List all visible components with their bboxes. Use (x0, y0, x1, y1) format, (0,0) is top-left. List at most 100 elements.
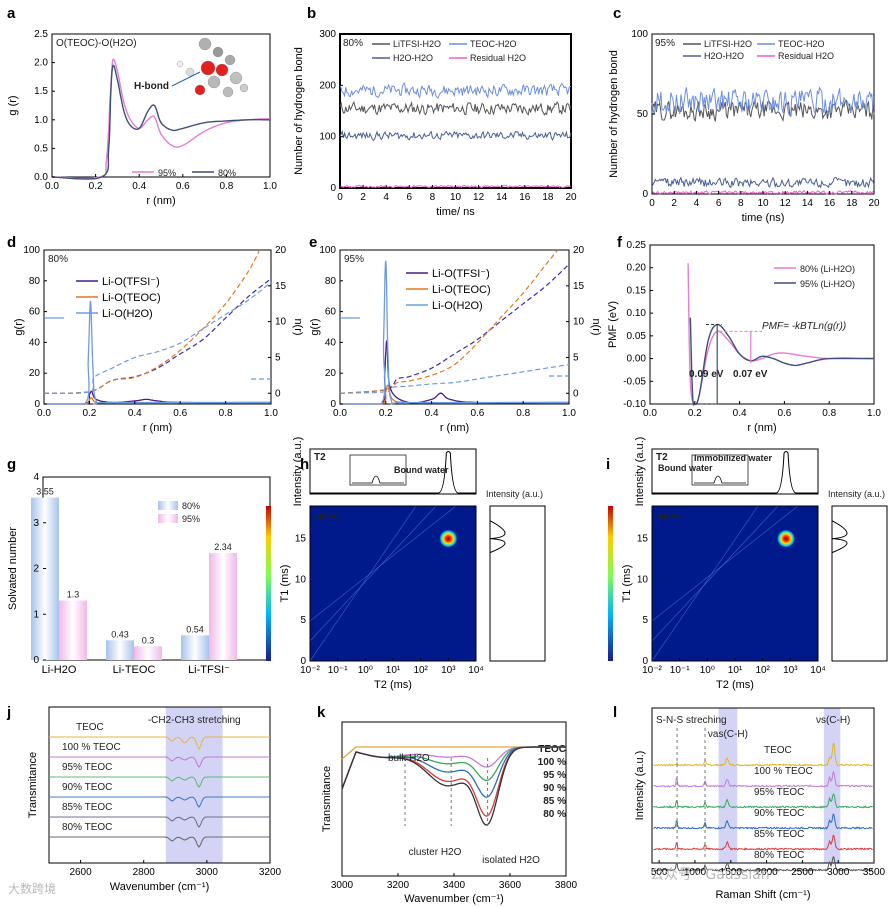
panel-c-xtick-label: 4 (694, 198, 700, 209)
panel-c-title: 95% (655, 38, 675, 49)
panel-c-series-line (651, 176, 875, 189)
panel-i-side-frame (831, 505, 888, 662)
panel-e-xtick-label: 0.2 (379, 408, 393, 419)
panel-c-ytick-label: 50 (637, 109, 649, 120)
panel-d-xtick-label: 0.0 (37, 408, 51, 419)
panel-h-ytick-label: 15 (295, 534, 307, 545)
panel-e-cumulative-line (339, 263, 570, 394)
panel-b-xtick-label: 14 (496, 192, 508, 203)
panel-e-xtick-label: 1.0 (562, 408, 576, 419)
molecule-atom (185, 67, 195, 77)
panel-h-heatmap-bg (310, 506, 476, 661)
panel-l-xtick-label: 1500 (720, 867, 743, 878)
panel-j-series-label: 85% TEOC (62, 802, 112, 813)
panel-h-top-label: T2 (314, 452, 326, 463)
panel-e-cumulative-line (339, 249, 558, 394)
panel-k-xtick-label: 3600 (499, 880, 522, 891)
panel-d-ytick-label: 40 (29, 337, 41, 348)
panel-g-bar-label: 0.3 (142, 635, 155, 645)
panel-l-series-line (653, 742, 873, 767)
panel-b-xtick-label: 16 (519, 192, 531, 203)
panel-a-frame (51, 33, 271, 178)
panel-i-top-frame (651, 448, 819, 495)
panel-a-xtick-label: 0.2 (89, 181, 103, 192)
panel-e-legend-label: Li-O(H2O) (432, 300, 483, 312)
panel-e-y2tick-label: 0 (573, 388, 579, 399)
panel-d-series-line (44, 300, 271, 405)
panel-h-diagonal (309, 505, 417, 662)
panel-b-xtick-label: 20 (565, 192, 577, 203)
panel-c-legend-label: H2O-H2O (704, 51, 744, 61)
panel-f-ytick-label: -0.05 (623, 376, 646, 387)
panel-a-xtick-label: 0.4 (132, 181, 146, 192)
panel-e-xtick-label: 0.8 (516, 408, 530, 419)
panel-c-xtick-label: 16 (824, 198, 836, 209)
panel-k-series-line (341, 746, 566, 798)
panel-b-series-line (339, 82, 572, 99)
panel-i-diagonal (651, 505, 799, 622)
panel-l-series-label: 85% TEOC (754, 829, 804, 840)
panel-d-ytick-label: 20 (29, 368, 41, 379)
panel-f-xtick-label: 1.0 (867, 408, 881, 419)
panel-h-xtick-label: 10⁰ (358, 665, 373, 676)
panel-e-y2tick-label: 20 (573, 245, 585, 256)
panel-d-xtick-label: 1.0 (264, 408, 278, 419)
panel-letter-g: g (7, 456, 16, 473)
panel-e-xtick-label: 0.0 (333, 408, 347, 419)
panel-f-ytick-label: 0.15 (627, 285, 647, 296)
panel-letter-f: f (617, 234, 623, 251)
molecule-atom (194, 84, 206, 96)
panel-h-xtick-label: 10³ (441, 665, 456, 676)
panel-i-top-annotation: Bound water (658, 463, 713, 473)
panel-g-category-label: Li-TEOC (113, 664, 156, 676)
panel-i-t2-curve (652, 451, 818, 494)
panel-l-series-label: 90% TEOC (754, 808, 804, 819)
molecule-atom (176, 60, 184, 68)
panel-l-band-1 (718, 708, 738, 863)
panel-b-xtick-label: 2 (360, 192, 366, 203)
panel-d-xtick-label: 0.4 (128, 408, 142, 419)
panel-e-title: 95% (344, 254, 364, 265)
panel-c-xtick-label: 0 (649, 198, 655, 209)
panel-f-annotation-080: 0.07 eV (733, 369, 768, 380)
panel-k-annotation-cluster: cluster H2O (409, 847, 462, 858)
panel-l-series-line (653, 834, 873, 851)
panel-i-ylabel: T1 (ms) (621, 565, 633, 603)
panel-k-ylabel: Transmitance (321, 766, 333, 832)
panel-g-legend-label: 80% (182, 501, 200, 511)
panel-h-xlabel: T2 (ms) (374, 679, 412, 691)
molecule-atom (200, 60, 216, 76)
panel-j-series-line (49, 816, 270, 828)
panel-k-xtick-label: 3400 (443, 880, 466, 891)
molecule-atom (215, 63, 229, 77)
panel-f-annotation-095: 0.09 eV (689, 369, 724, 380)
panel-e-xlabel: r (nm) (440, 422, 469, 434)
panel-k-xtick-label: 3800 (555, 880, 578, 891)
panel-f-xtick-label: 0.0 (643, 408, 657, 419)
panel-h-peak (439, 529, 458, 548)
panel-g-legend-swatch (158, 514, 178, 523)
panel-b-ytick-label: 300 (319, 29, 336, 40)
panel-k-series-label: 90 % (543, 783, 566, 794)
panel-l-series-label: 95% TEOC (754, 787, 804, 798)
panel-l-series-label: 80% TEOC (754, 850, 804, 861)
panel-a-legend-label: 80% (218, 168, 236, 178)
panel-g-bar-label: 3.55 (36, 487, 54, 497)
panel-j-xtick-label: 2600 (69, 867, 92, 878)
panel-l-xtick-label: 500 (651, 867, 668, 878)
panel-l-annotation-sns: S-N-S streching (656, 715, 727, 726)
panel-g-legend-swatch (158, 501, 178, 510)
panel-e-ytick-label: 60 (325, 307, 337, 318)
panel-h-colorbar (266, 506, 271, 661)
panel-letter-c: c (613, 5, 621, 22)
panel-h-xtick-label: 10⁴ (468, 665, 483, 676)
watermark-left: 大数跨境 (8, 882, 57, 896)
panel-g-ytick-label: 0 (33, 655, 39, 666)
panel-h-ylabel: T1 (ms) (279, 565, 291, 603)
panel-e-series-line (340, 339, 569, 405)
panel-a-legend-label: 95% (158, 168, 176, 178)
molecule-atom (239, 83, 249, 93)
panel-e-y2tick-label: 15 (573, 281, 585, 292)
panel-i-xtick-label: 10⁻² (642, 665, 662, 676)
panel-d-xlabel: r (nm) (143, 422, 172, 434)
